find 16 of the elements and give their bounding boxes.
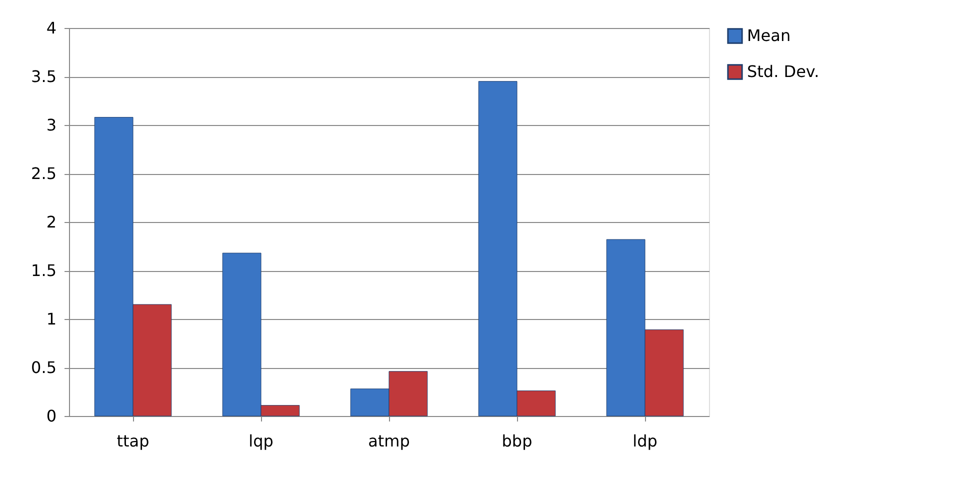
y-tick-label: 2 xyxy=(46,212,56,232)
x-tick-label: ldp xyxy=(632,432,658,450)
y-tick-label: 0 xyxy=(46,406,56,426)
x-tick-label: bbp xyxy=(502,432,532,450)
y-tick-label: 4 xyxy=(46,18,56,38)
legend-label: Std. Dev. xyxy=(747,62,820,81)
y-tick-label: 0.5 xyxy=(31,358,56,377)
y-tick-label: 3.5 xyxy=(31,67,56,86)
y-tick-label: 2.5 xyxy=(31,164,56,183)
y-tick-label: 1 xyxy=(46,310,56,328)
x-tick-label: lqp xyxy=(248,432,274,450)
legend-label: Mean xyxy=(747,26,791,45)
x-tick-label: atmp xyxy=(368,432,410,450)
y-tick-label: 1.5 xyxy=(31,261,56,280)
y-tick-label: 3 xyxy=(46,116,56,134)
x-tick-label: ttap xyxy=(116,432,150,450)
